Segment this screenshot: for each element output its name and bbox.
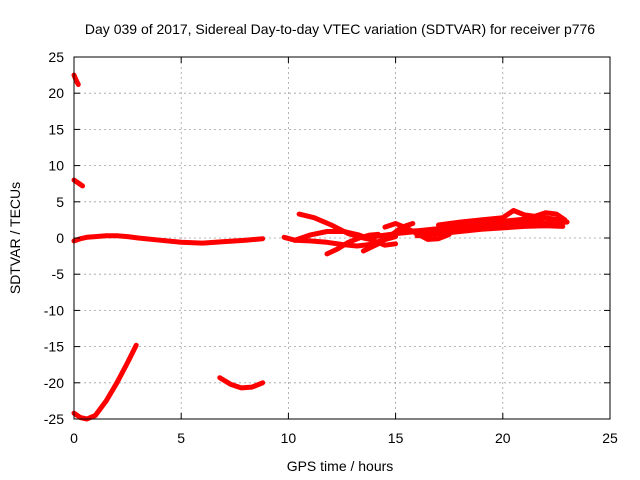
grid-lines: [74, 57, 610, 419]
y-tick-label: 25: [48, 49, 64, 65]
series-arc-c: [71, 233, 266, 246]
x-tick-label: 20: [495, 430, 511, 446]
x-tick-label: 0: [70, 430, 78, 446]
series-arc-e: [217, 375, 266, 391]
data-series: [71, 72, 570, 422]
y-tick-label: -20: [44, 375, 64, 391]
series-arc-d: [71, 342, 139, 422]
y-tick-label: -25: [44, 411, 64, 427]
y-tick-label: 15: [48, 121, 64, 137]
x-tick-labels: 0 5 10 15 20 25: [70, 430, 618, 446]
y-axis-label: SDTVAR / TECUs: [7, 182, 23, 294]
x-tick-label: 10: [281, 430, 297, 446]
series-arc-m: [393, 215, 566, 235]
chart-title: Day 039 of 2017, Sidereal Day-to-day VTE…: [85, 21, 595, 37]
y-tick-label: 0: [56, 230, 64, 246]
y-tick-label: 5: [56, 194, 64, 210]
series-arc-h: [324, 231, 381, 257]
y-tick-label: 10: [48, 158, 64, 174]
series-arc-i: [292, 229, 399, 248]
series-arc-b: [71, 177, 86, 189]
x-tick-label: 15: [388, 430, 404, 446]
axis-ticks: [73, 56, 611, 420]
y-tick-label: -10: [44, 302, 64, 318]
y-tick-label: -15: [44, 339, 64, 355]
x-tick-label: 25: [602, 430, 618, 446]
x-axis-label: GPS time / hours: [287, 458, 394, 474]
y-tick-label: -5: [52, 266, 65, 282]
y-tick-label: 20: [48, 85, 64, 101]
y-tick-labels: 25 20 15 10 5 0 -5 -10 -15 -20 -25: [44, 49, 64, 427]
series-arc-o: [414, 223, 566, 239]
series-arc-n: [436, 208, 568, 228]
x-tick-label: 5: [177, 430, 185, 446]
series-arc-a: [71, 72, 81, 87]
